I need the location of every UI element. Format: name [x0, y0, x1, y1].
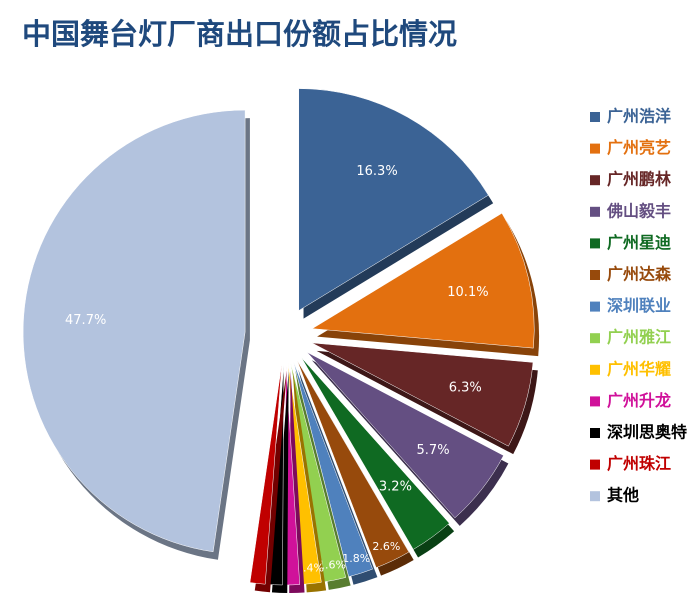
legend-label: 广州雅江 [607, 328, 671, 347]
legend-label: 深圳联业 [607, 296, 671, 315]
legend-label: 广州浩洋 [607, 107, 671, 126]
legend-label: 广州珠江 [607, 454, 671, 473]
legend-label: 广州升龙 [607, 391, 671, 410]
legend-marker [590, 206, 600, 217]
value-label: 3.2% [379, 479, 412, 494]
slice-side [295, 370, 351, 590]
value-label: 5.7% [417, 443, 450, 458]
legend-marker [590, 143, 600, 154]
slice [22, 109, 246, 553]
slice-side [292, 370, 327, 593]
value-label: 1.8% [342, 552, 370, 565]
legend-label: 广州星迪 [607, 233, 671, 252]
legend-label: 广州鹏林 [607, 170, 671, 189]
legend-marker [590, 238, 600, 249]
legend-marker [590, 333, 600, 344]
legend-label: 广州达森 [607, 265, 672, 284]
slice [298, 88, 489, 312]
slice [293, 361, 373, 578]
value-label: 1.6% [318, 558, 346, 571]
slice [311, 212, 535, 349]
legend-marker [590, 459, 600, 470]
value-label: 6.3% [449, 380, 482, 395]
legend-label: 广州亮艺 [607, 138, 671, 157]
legend-marker [590, 301, 600, 312]
legend-marker [590, 270, 600, 280]
value-label: 10.1% [447, 285, 488, 300]
legend-label: 深圳思奥特 [607, 423, 687, 442]
slice [296, 360, 410, 569]
legend-marker [590, 364, 600, 375]
legend-marker [590, 428, 600, 438]
slice [249, 362, 283, 585]
slice [311, 342, 534, 447]
legend-label: 广州华耀 [607, 359, 671, 378]
slice [301, 357, 450, 550]
legend-label: 佛山毅丰 [606, 201, 671, 220]
legend-label: 其他 [607, 486, 639, 505]
legend-marker [590, 175, 600, 186]
value-label: 47.7% [65, 313, 106, 328]
legend-marker [590, 396, 600, 407]
slice [306, 352, 504, 519]
chart-title: 中国舞台灯厂商出口份额占比情况 [22, 17, 457, 51]
value-label: 2.6% [372, 540, 400, 553]
legend-marker [590, 112, 600, 122]
value-label: 16.3% [356, 164, 397, 179]
legend-marker [590, 491, 600, 502]
